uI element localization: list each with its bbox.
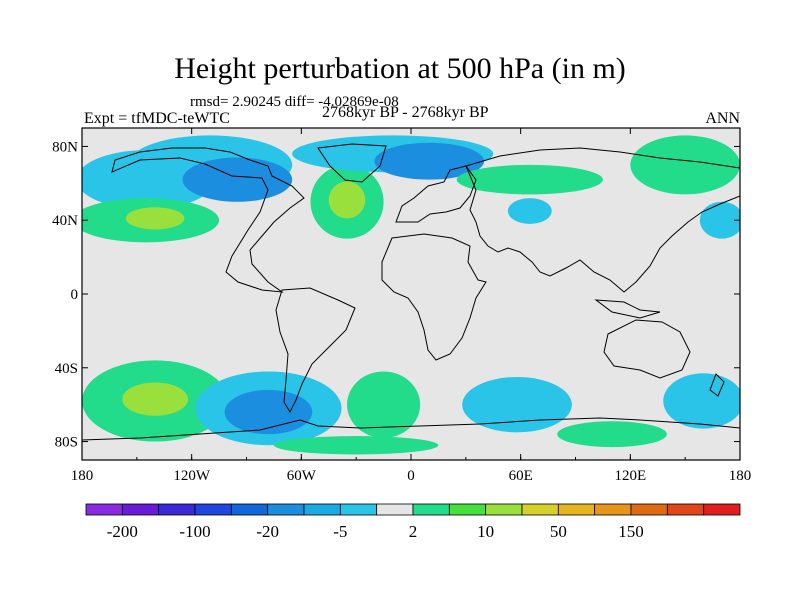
anomaly-region-10 (456, 164, 603, 195)
x-tick-label: 120W (173, 468, 211, 484)
colorbar-swatch-4 (194, 503, 232, 516)
colorbar-label: -5 (333, 522, 347, 541)
colorbar-label: -100 (179, 522, 210, 541)
colorbar-swatch-2 (121, 503, 160, 516)
coastline-indonesia (594, 299, 661, 319)
anomaly-region-18 (347, 371, 421, 438)
colorbar-swatch-6 (267, 503, 305, 516)
anomaly-region-11 (507, 198, 552, 224)
season-label: ANN (705, 110, 740, 127)
coastline-south-america (275, 287, 356, 414)
coastline-north-america (111, 147, 305, 293)
colorbar-swatch-14 (557, 503, 596, 516)
x-tick-label: 180 (71, 468, 94, 484)
anomaly-region-7 (328, 181, 366, 219)
x-tick-label: 180 (729, 468, 752, 484)
colorbar-swatch-16 (630, 503, 668, 516)
colorbar-label: 150 (618, 522, 644, 541)
colorbar-swatch-7 (303, 503, 341, 516)
colorbar-swatch-10 (412, 503, 450, 516)
anomaly-region-22 (557, 421, 667, 448)
y-tick-label: 0 (71, 287, 79, 303)
coastline-antarctica (82, 417, 740, 441)
coastline-asia (465, 147, 740, 293)
experiment-label: Expt = tfMDC-teWTC (84, 110, 230, 127)
coastline-greenland (317, 143, 387, 183)
colorbar-label: 50 (550, 522, 567, 541)
anomaly-region-9 (374, 142, 485, 180)
y-tick-label: 40S (55, 361, 78, 377)
colorbar-swatch-13 (521, 503, 559, 516)
coastline-australia (603, 319, 691, 379)
y-tick-label: 40N (52, 213, 78, 229)
colorbar-swatch-15 (594, 503, 632, 516)
anomaly-region-3 (182, 157, 293, 202)
anomaly-region-5 (125, 207, 185, 230)
anomaly-region-15 (122, 382, 189, 416)
coastline-africa (381, 233, 487, 361)
y-tick-label: 80N (52, 139, 78, 155)
anomaly-region-13 (699, 201, 740, 239)
y-tick-label: 80S (55, 435, 78, 451)
anomaly-region-21 (663, 373, 740, 429)
anomaly-region-12 (630, 135, 740, 195)
colorbar-swatch-17 (666, 503, 705, 516)
colorbar-label: 10 (477, 522, 494, 541)
colorbar-swatch-18 (703, 503, 741, 516)
anomaly-region-17 (224, 389, 313, 435)
chart-title: Height perturbation at 500 hPa (in m) (174, 52, 626, 85)
colorbar-swatch-8 (339, 503, 378, 516)
colorbar-swatch-9 (376, 503, 414, 516)
colorbar-label: -20 (256, 522, 279, 541)
period-label: 2768kyr BP - 2768kyr BP (322, 104, 489, 121)
colorbar-swatch-5 (230, 503, 269, 516)
x-tick-label: 60E (509, 468, 533, 484)
anomaly-region-20 (462, 377, 572, 433)
x-tick-label: 0 (407, 468, 415, 484)
coastline-europe (395, 165, 477, 223)
anomaly-region-19 (273, 436, 439, 455)
x-tick-label: 60W (287, 468, 317, 484)
stats-text: rmsd= 2.90245 diff= -4.02869e-08 (190, 94, 399, 110)
colorbar-swatch-1 (85, 503, 123, 516)
coastline-new-zealand (709, 373, 725, 397)
colorbar-swatch-11 (448, 503, 487, 516)
colorbar-swatch-12 (485, 503, 523, 516)
colorbar-swatch-3 (158, 503, 196, 516)
x-tick-label: 120E (614, 468, 646, 484)
colorbar-label: -200 (107, 522, 138, 541)
colorbar-label: 2 (409, 522, 418, 541)
